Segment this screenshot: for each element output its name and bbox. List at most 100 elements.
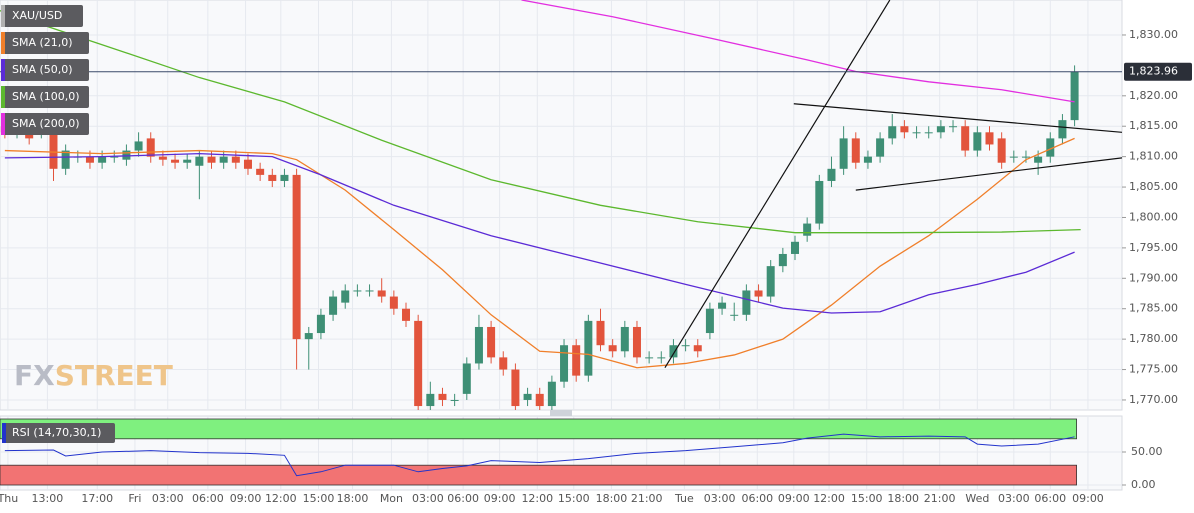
last-price-label: 1,823.96	[1129, 65, 1178, 78]
legend-box	[1, 59, 89, 81]
candle-body	[535, 393, 544, 407]
candle-body	[718, 302, 727, 309]
candle-body	[547, 381, 556, 407]
candle-body	[1070, 71, 1079, 121]
candle-body	[839, 138, 848, 169]
x-tick-label: 03:00	[152, 492, 184, 505]
x-tick-label: 15:00	[851, 492, 883, 505]
candle-body	[620, 326, 629, 352]
candle-body	[888, 126, 897, 139]
candle-body	[803, 223, 812, 236]
candle-body	[1034, 156, 1043, 163]
candle-body	[158, 156, 167, 160]
sma-line	[4, 152, 1075, 314]
candle-body	[705, 308, 714, 334]
candle-body	[426, 393, 435, 407]
candle-body	[25, 132, 34, 139]
candle-body	[1058, 120, 1067, 139]
y-tick-label: 1,775.00	[1129, 363, 1178, 376]
candle-body	[280, 174, 289, 181]
candle-body	[730, 314, 739, 316]
candle-body	[778, 253, 787, 267]
candle-body	[438, 393, 447, 400]
candle-body	[1021, 156, 1030, 158]
y-tick-label: 1,815.00	[1129, 119, 1178, 132]
candle-body	[936, 126, 945, 133]
legend-box	[1, 86, 89, 108]
trendline	[793, 103, 1122, 133]
candle-body	[924, 132, 933, 134]
candle-body	[474, 326, 483, 364]
candle-body	[183, 159, 192, 163]
main-panel	[0, 0, 1123, 411]
x-tick-label: Mon	[380, 492, 403, 505]
x-tick-label: 03:00	[998, 492, 1030, 505]
candle-body	[341, 290, 350, 303]
legend-layer: XAU/USD SMA (21,0) SMA (50,0) SMA (100,0) SM…	[1, 5, 115, 443]
candle-body	[742, 290, 751, 315]
trendline	[664, 0, 891, 369]
candle-body	[146, 138, 155, 157]
candle-body	[985, 132, 994, 145]
y-tick-label: 1,770.00	[1129, 393, 1178, 406]
x-tick-label: 18:00	[887, 492, 919, 505]
x-tick-label: 06:00	[1034, 492, 1066, 505]
candle-body	[304, 333, 313, 340]
rsi-layer	[0, 418, 1077, 486]
candle-body	[110, 156, 119, 158]
candle-body	[268, 174, 277, 181]
x-tick-label: 18:00	[337, 492, 369, 505]
candle-body	[85, 156, 94, 163]
watermark-prefix: FXSTREET	[14, 359, 173, 392]
candle-body	[499, 357, 508, 370]
candle-body	[693, 345, 702, 352]
x-tick-label: 12:00	[813, 492, 845, 505]
x-tick-label: 06:00	[741, 492, 773, 505]
legend-box	[1, 113, 89, 135]
panel-resize-handle[interactable]	[550, 410, 572, 416]
y-tick-label: 1,810.00	[1129, 150, 1178, 163]
candle-body	[791, 241, 800, 254]
legend-box	[1, 32, 89, 54]
x-tick-label: Thu	[0, 492, 18, 505]
candle-body	[863, 156, 872, 163]
candle-body	[353, 290, 362, 292]
x-tick-label: 09:00	[778, 492, 810, 505]
candle-body	[645, 357, 654, 359]
rsi-tick-label: 0.00	[1131, 478, 1156, 491]
rsi-level-band	[0, 418, 1077, 440]
candle-body	[657, 357, 666, 359]
candle-body	[511, 369, 520, 407]
candle-body	[827, 168, 836, 181]
x-tick-label: 13:00	[32, 492, 64, 505]
candle-body	[219, 156, 228, 163]
candle-body	[973, 132, 982, 151]
x-tick-label: 21:00	[924, 492, 956, 505]
y-tick-label: 1,780.00	[1129, 332, 1178, 345]
candle-body	[572, 345, 581, 376]
candle-body	[912, 132, 921, 134]
legend-swatch	[1, 59, 5, 81]
candle-body	[596, 320, 605, 346]
legend-swatch	[1, 32, 5, 54]
trendline	[855, 157, 1122, 191]
rsi-legend-box	[2, 423, 115, 443]
candle-body	[997, 138, 1006, 163]
y-tick-label: 1,805.00	[1129, 180, 1178, 193]
candle-body	[669, 345, 678, 358]
x-tick-label: 12:00	[265, 492, 297, 505]
candle-body	[231, 156, 240, 163]
x-tick-label: 09:00	[230, 492, 262, 505]
x-tick-label: 21:00	[631, 492, 663, 505]
candle-body	[462, 363, 471, 394]
candle-body	[754, 290, 763, 297]
x-tick-label: 15:00	[303, 492, 335, 505]
x-tick-label: 09:00	[484, 492, 516, 505]
candle-body	[195, 156, 204, 166]
candle-body	[329, 296, 338, 315]
x-tick-label: 06:00	[192, 492, 224, 505]
x-tick-label: 18:00	[596, 492, 628, 505]
rsi-legend-swatch	[2, 423, 6, 443]
x-tick-label: 12:00	[521, 492, 553, 505]
